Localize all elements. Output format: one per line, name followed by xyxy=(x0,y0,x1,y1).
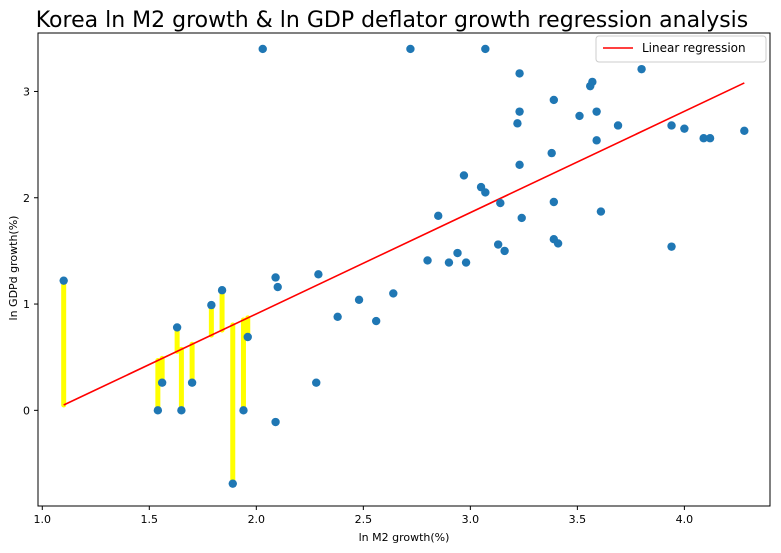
data-point-27 xyxy=(461,258,471,267)
data-point-26 xyxy=(459,171,469,180)
data-point-57 xyxy=(740,126,749,135)
data-point-15 xyxy=(314,270,323,279)
data-point-39 xyxy=(547,148,556,158)
data-point-55 xyxy=(699,134,708,143)
legend: Linear regression xyxy=(595,35,767,63)
data-point-50 xyxy=(613,121,623,130)
data-point-44 xyxy=(575,111,584,121)
x-tick-label-4: 3.0 xyxy=(462,513,480,526)
data-point-13 xyxy=(273,282,282,292)
chart-title: Korea ln M2 growth & ln GDP deflator gro… xyxy=(36,8,749,33)
data-point-6 xyxy=(207,300,216,310)
x-tick-label-5: 3.5 xyxy=(569,513,587,526)
data-point-53 xyxy=(667,242,676,251)
x-tick-label-2: 2.0 xyxy=(248,513,266,526)
data-point-2 xyxy=(157,378,167,387)
data-point-38 xyxy=(517,213,526,223)
regression-line-group xyxy=(63,82,745,406)
data-point-29 xyxy=(481,188,490,197)
data-point-0 xyxy=(59,276,68,285)
data-point-23 xyxy=(434,211,443,221)
x-tick-label-1: 1.5 xyxy=(141,513,159,526)
data-point-10 xyxy=(243,332,252,342)
data-point-4 xyxy=(177,406,186,415)
data-point-9 xyxy=(239,406,248,415)
x-tick-label-6: 4.0 xyxy=(676,513,694,526)
y-axis-ticks: 0 1 2 3 xyxy=(23,85,38,417)
data-point-25 xyxy=(453,248,462,258)
x-axis-label: ln M2 growth(%) xyxy=(359,531,450,544)
scatter-points xyxy=(59,44,749,488)
data-point-46 xyxy=(588,77,597,87)
x-axis-ticks: 1.0 1.5 2.0 2.5 3.0 3.5 4.0 xyxy=(34,506,694,526)
data-point-20 xyxy=(389,289,398,298)
data-point-8 xyxy=(228,479,237,488)
data-point-52 xyxy=(667,121,676,130)
legend-box xyxy=(595,35,767,63)
data-point-16 xyxy=(312,378,321,387)
data-point-31 xyxy=(493,240,503,249)
data-point-32 xyxy=(496,198,505,208)
x-tick-label-3: 2.5 xyxy=(355,513,373,526)
data-point-12 xyxy=(271,273,280,282)
data-point-1 xyxy=(153,406,163,415)
data-point-21 xyxy=(406,44,415,54)
regression-line xyxy=(63,82,745,406)
data-point-49 xyxy=(596,207,606,216)
data-point-5 xyxy=(187,378,197,387)
x-tick-label-0: 1.0 xyxy=(34,513,52,526)
y-tick-label-1: 1 xyxy=(23,298,30,311)
data-point-42 xyxy=(549,197,559,207)
y-axis-label: ln GDPd growth(%) xyxy=(7,216,20,321)
data-point-19 xyxy=(371,316,381,326)
legend-label: Linear regression xyxy=(642,41,746,55)
data-point-17 xyxy=(333,312,342,321)
data-point-30 xyxy=(481,44,490,54)
data-point-56 xyxy=(705,134,715,143)
data-point-33 xyxy=(500,246,509,256)
data-point-37 xyxy=(515,160,524,170)
plot-area xyxy=(37,32,771,507)
data-point-35 xyxy=(515,107,524,116)
data-point-7 xyxy=(217,286,227,295)
data-point-14 xyxy=(271,417,280,427)
data-point-47 xyxy=(592,136,601,145)
data-point-34 xyxy=(513,119,522,128)
residual-lines xyxy=(61,278,251,487)
data-point-3 xyxy=(172,323,182,332)
y-tick-label-0: 0 xyxy=(23,404,30,417)
data-point-18 xyxy=(354,295,364,304)
data-point-36 xyxy=(515,69,524,78)
data-point-22 xyxy=(423,256,432,265)
data-point-24 xyxy=(444,258,454,267)
data-point-43 xyxy=(553,239,563,248)
data-point-54 xyxy=(680,124,689,133)
y-tick-label-3: 3 xyxy=(23,85,30,98)
data-point-11 xyxy=(258,44,267,54)
data-point-51 xyxy=(637,64,646,74)
data-point-40 xyxy=(549,95,559,105)
y-tick-label-2: 2 xyxy=(23,192,30,205)
data-point-48 xyxy=(592,107,601,116)
